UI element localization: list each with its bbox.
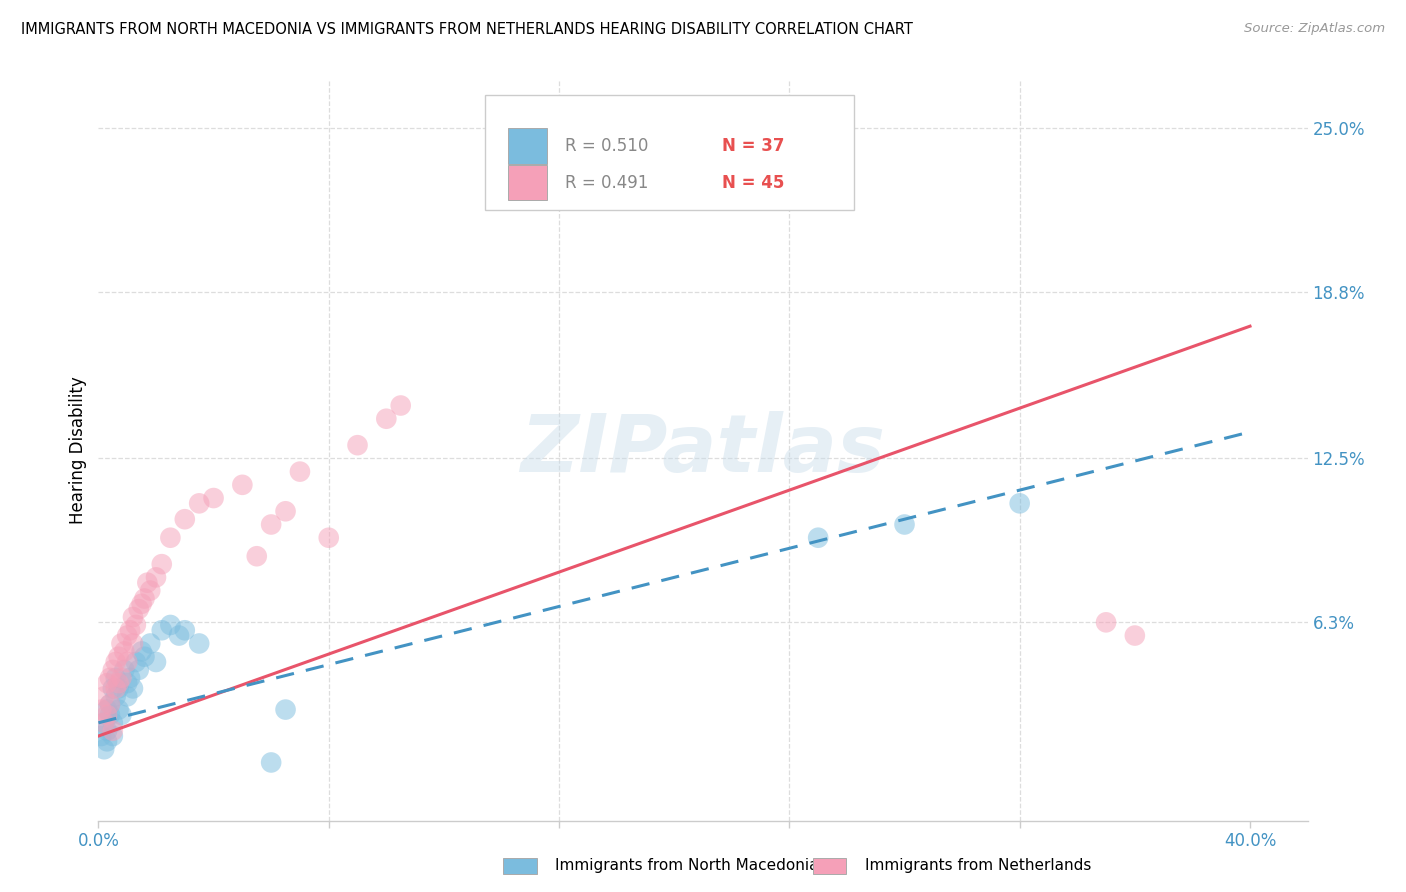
Point xyxy=(150,624,173,638)
Point xyxy=(98,698,121,712)
Point xyxy=(96,723,118,738)
Point xyxy=(96,703,118,717)
Point xyxy=(110,636,132,650)
Point xyxy=(101,729,124,743)
Point xyxy=(136,575,159,590)
Point xyxy=(246,549,269,564)
Point xyxy=(98,707,121,722)
Point xyxy=(104,655,127,669)
Point xyxy=(260,517,283,532)
Point xyxy=(101,723,124,738)
Point xyxy=(93,715,115,730)
Point xyxy=(107,681,129,696)
Point xyxy=(128,663,150,677)
Point xyxy=(120,624,142,638)
Point xyxy=(122,610,145,624)
Point xyxy=(93,690,115,704)
Point xyxy=(139,636,162,650)
Point xyxy=(173,512,195,526)
Point xyxy=(101,681,124,696)
Point xyxy=(98,671,121,685)
Point xyxy=(173,624,195,638)
FancyBboxPatch shape xyxy=(485,95,855,210)
Text: Immigrants from North Macedonia: Immigrants from North Macedonia xyxy=(555,858,818,872)
Point xyxy=(96,676,118,690)
Point xyxy=(98,698,121,712)
Text: N = 37: N = 37 xyxy=(723,137,785,155)
Point xyxy=(134,649,156,664)
Point xyxy=(318,531,340,545)
Point xyxy=(90,729,112,743)
Point xyxy=(274,703,297,717)
Point xyxy=(188,636,211,650)
Point xyxy=(1123,629,1146,643)
Point xyxy=(110,707,132,722)
Point xyxy=(104,681,127,696)
Point xyxy=(125,655,148,669)
Point xyxy=(115,629,138,643)
Point xyxy=(112,644,135,658)
Point xyxy=(260,756,283,770)
Text: R = 0.491: R = 0.491 xyxy=(565,174,648,192)
Point xyxy=(107,703,129,717)
Point xyxy=(274,504,297,518)
Point xyxy=(131,644,153,658)
Point xyxy=(104,671,127,685)
Point xyxy=(115,655,138,669)
Point xyxy=(145,570,167,584)
Point xyxy=(202,491,225,505)
Point xyxy=(128,602,150,616)
Text: Source: ZipAtlas.com: Source: ZipAtlas.com xyxy=(1244,22,1385,36)
Point xyxy=(107,676,129,690)
Point xyxy=(346,438,368,452)
Bar xyxy=(509,165,547,201)
Point xyxy=(807,531,830,545)
Point xyxy=(96,734,118,748)
Point xyxy=(389,399,412,413)
Point xyxy=(110,671,132,685)
Text: IMMIGRANTS FROM NORTH MACEDONIA VS IMMIGRANTS FROM NETHERLANDS HEARING DISABILIT: IMMIGRANTS FROM NORTH MACEDONIA VS IMMIG… xyxy=(21,22,912,37)
Point xyxy=(134,591,156,606)
Point xyxy=(159,618,181,632)
Point xyxy=(145,655,167,669)
Text: R = 0.510: R = 0.510 xyxy=(565,137,648,155)
Point xyxy=(893,517,915,532)
Point xyxy=(131,597,153,611)
Point xyxy=(375,411,398,425)
Text: ZIPatlas: ZIPatlas xyxy=(520,411,886,490)
Bar xyxy=(509,128,547,164)
Point xyxy=(93,715,115,730)
Point xyxy=(104,690,127,704)
Point xyxy=(122,681,145,696)
Point xyxy=(1095,615,1118,630)
Point xyxy=(90,703,112,717)
Point xyxy=(150,557,173,571)
Point xyxy=(101,715,124,730)
Point xyxy=(188,496,211,510)
Point xyxy=(96,707,118,722)
Point xyxy=(101,663,124,677)
Point xyxy=(167,629,190,643)
Point xyxy=(139,583,162,598)
Point xyxy=(120,671,142,685)
Point xyxy=(107,649,129,664)
Text: N = 45: N = 45 xyxy=(723,174,785,192)
Y-axis label: Hearing Disability: Hearing Disability xyxy=(69,376,87,524)
Point xyxy=(112,663,135,677)
Text: Immigrants from Netherlands: Immigrants from Netherlands xyxy=(865,858,1091,872)
Point xyxy=(115,676,138,690)
Point xyxy=(159,531,181,545)
Point xyxy=(93,742,115,756)
Point xyxy=(122,636,145,650)
Point xyxy=(115,690,138,704)
Point xyxy=(125,618,148,632)
Point xyxy=(692,169,714,183)
Point xyxy=(231,478,253,492)
Point xyxy=(288,465,311,479)
Point xyxy=(1008,496,1031,510)
